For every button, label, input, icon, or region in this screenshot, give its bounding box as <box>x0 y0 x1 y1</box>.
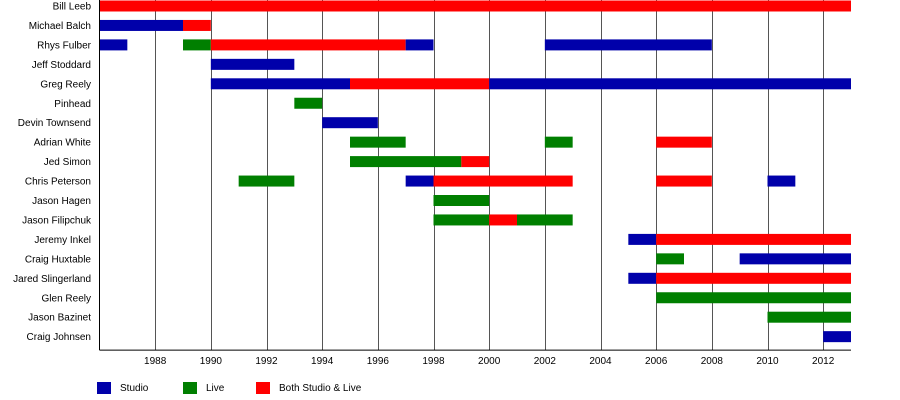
member-label: Jared Slingerland <box>13 274 91 285</box>
member-label: Craig Huxtable <box>25 254 92 265</box>
bar-jeff-stoddard-studio <box>210 58 295 70</box>
member-label: Jason Bazinet <box>28 313 91 324</box>
member-label: Jeff Stoddard <box>32 60 91 71</box>
legend-label-live: Live <box>206 382 225 394</box>
x-tick-label: 1994 <box>311 356 334 367</box>
bar-greg-reely-studio <box>210 78 350 90</box>
bar-adrian-white-live <box>544 136 573 148</box>
x-tick-label: 2008 <box>701 356 724 367</box>
x-tick-label: 2012 <box>812 356 835 367</box>
bar-jared-slingerland-both <box>656 272 851 284</box>
timeline-chart: Bill Leeb Michael Balch Rhys Fulber Jeff St… <box>13 0 851 367</box>
bars <box>99 0 851 343</box>
x-tick-label: 2010 <box>756 356 779 367</box>
bar-jeremy-inkel-both <box>656 233 851 245</box>
bar-greg-reely-both <box>350 78 490 90</box>
member-label: Craig Johnsen <box>27 332 91 343</box>
legend-swatch-both <box>256 382 270 394</box>
member-label: Glen Reely <box>42 293 91 304</box>
member-label: Jason Hagen <box>32 196 91 207</box>
x-tick-label: 1998 <box>422 356 445 367</box>
bar-jed-simon-both <box>461 156 490 168</box>
bar-chris-peterson-studio <box>405 175 434 187</box>
x-tick-label: 1996 <box>367 356 390 367</box>
x-tick-labels: 1988 1990 1992 1994 1996 1998 2000 2002 2004 2006… <box>144 356 835 367</box>
bar-rhys-fulber-studio <box>99 39 128 51</box>
member-label: Michael Balch <box>29 21 91 32</box>
bar-jason-filipchuk-live <box>517 214 573 226</box>
legend-swatch-studio <box>97 382 111 394</box>
x-tick-label: 2004 <box>589 356 612 367</box>
legend-label-both: Both Studio & Live <box>279 382 362 394</box>
bar-jason-hagen-live <box>433 195 490 206</box>
bar-jared-slingerland-studio <box>628 272 657 284</box>
member-label: Devin Townsend <box>18 118 91 129</box>
x-tick-label: 2000 <box>478 356 501 367</box>
bar-rhys-fulber-both <box>210 39 406 51</box>
member-label: Jeremy Inkel <box>34 235 91 246</box>
member-label: Adrian White <box>34 138 92 149</box>
x-tick-label: 1990 <box>200 356 223 367</box>
bar-jason-filipchuk-both <box>489 214 517 226</box>
bar-adrian-white-live <box>350 136 406 148</box>
grid-lines <box>155 0 824 351</box>
bar-michael-balch-both <box>183 19 211 31</box>
bar-rhys-fulber-studio <box>405 39 434 51</box>
x-tick-label: 2002 <box>534 356 557 367</box>
legend-item-both: Both Studio & Live <box>256 382 361 394</box>
bar-chris-peterson-live <box>238 175 295 187</box>
bar-greg-reely-studio <box>489 78 851 90</box>
bar-jeremy-inkel-studio <box>628 233 657 245</box>
bar-craig-huxtable-studio <box>739 253 851 265</box>
bar-jason-bazinet-live <box>767 311 851 323</box>
bar-jason-filipchuk-live <box>433 214 490 226</box>
bar-pinhead-live <box>294 97 323 109</box>
bar-devin-townsend-studio <box>322 117 378 129</box>
legend-label-studio: Studio <box>120 382 149 394</box>
bar-craig-huxtable-live <box>656 253 684 265</box>
x-tick-label: 2006 <box>645 356 668 367</box>
bar-rhys-fulber-studio <box>544 39 712 51</box>
x-tick-label: 1992 <box>255 356 278 367</box>
member-label: Jed Simon <box>44 157 91 168</box>
member-labels: Bill Leeb Michael Balch Rhys Fulber Jeff St… <box>13 2 92 344</box>
bar-chris-peterson-both <box>656 175 712 187</box>
bar-bill-leeb-both <box>99 0 851 12</box>
member-label: Pinhead <box>54 99 91 110</box>
bar-jed-simon-live <box>350 156 462 168</box>
bar-rhys-fulber-live <box>183 39 211 51</box>
bar-chris-peterson-studio <box>767 175 796 187</box>
member-label: Jason Filipchuk <box>22 215 92 226</box>
axis <box>99 0 851 351</box>
member-label: Bill Leeb <box>53 2 92 13</box>
legend-item-live: Live <box>183 382 256 394</box>
bar-michael-balch-studio <box>99 19 183 31</box>
legend-item-studio: Studio <box>97 382 183 394</box>
legend-swatch-live <box>183 382 197 394</box>
bar-craig-johnsen-studio <box>823 331 851 343</box>
x-tick-label: 1988 <box>144 356 167 367</box>
member-label: Rhys Fulber <box>37 40 92 51</box>
bar-adrian-white-both <box>656 136 712 148</box>
bar-chris-peterson-both <box>433 175 573 187</box>
legend: Studio Live Both Studio & Live <box>97 382 361 394</box>
member-label: Greg Reely <box>40 79 91 90</box>
bar-glen-reely-live <box>656 292 851 304</box>
member-label: Chris Peterson <box>25 177 91 188</box>
